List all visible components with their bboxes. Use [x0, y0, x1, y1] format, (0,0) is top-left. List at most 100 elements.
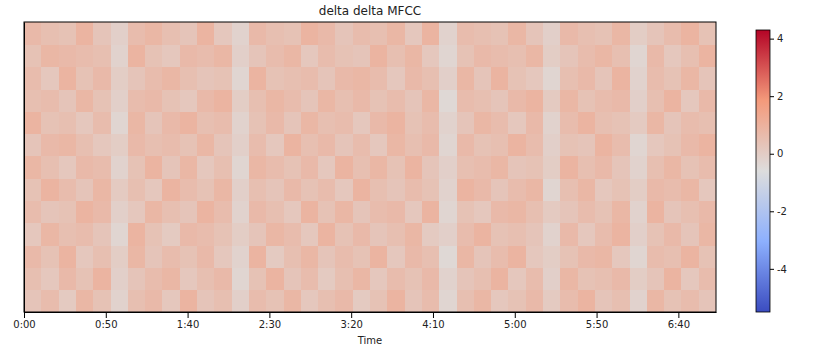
cell	[249, 67, 267, 90]
cell	[59, 178, 77, 201]
cell	[405, 223, 423, 246]
cell	[560, 156, 578, 179]
cell	[405, 267, 423, 290]
cell	[301, 111, 319, 134]
cell	[335, 267, 353, 290]
cell	[491, 156, 509, 179]
cell	[214, 111, 232, 134]
cell	[335, 223, 353, 246]
cell	[560, 67, 578, 90]
colorbar-tick-mark	[770, 269, 774, 270]
cell	[543, 22, 561, 45]
cell	[405, 245, 423, 268]
cell	[457, 67, 475, 90]
cell	[474, 134, 492, 157]
x-tick-label: 0:00	[13, 319, 35, 330]
cell	[526, 22, 544, 45]
cell	[543, 44, 561, 67]
cell	[508, 44, 526, 67]
cell	[197, 200, 215, 223]
cell	[370, 89, 388, 112]
cell	[664, 44, 682, 67]
cell	[526, 111, 544, 134]
x-tick: 2:30	[259, 312, 281, 330]
cell	[595, 200, 613, 223]
cell	[41, 111, 59, 134]
cell	[197, 111, 215, 134]
cell	[526, 156, 544, 179]
cell	[543, 67, 561, 90]
cell	[180, 245, 198, 268]
cell	[266, 245, 284, 268]
cell	[197, 156, 215, 179]
cell	[93, 22, 111, 45]
cell	[24, 111, 42, 134]
cell	[491, 290, 509, 312]
title: delta delta MFCC	[319, 4, 421, 18]
cell	[664, 156, 682, 179]
cell	[284, 200, 302, 223]
cell	[284, 245, 302, 268]
cell	[508, 156, 526, 179]
cell	[560, 245, 578, 268]
colorbar-tick: -4	[770, 264, 787, 275]
cell	[111, 267, 129, 290]
cell	[630, 89, 648, 112]
cell	[128, 134, 146, 157]
cell	[681, 22, 699, 45]
cell	[76, 200, 94, 223]
cell	[318, 44, 336, 67]
cell	[145, 22, 163, 45]
x-tick-mark	[678, 312, 679, 318]
cell	[214, 67, 232, 90]
cell	[24, 22, 42, 45]
cell	[491, 44, 509, 67]
cell	[439, 44, 457, 67]
cell	[353, 178, 371, 201]
cell	[335, 200, 353, 223]
cell	[232, 178, 250, 201]
cell	[24, 290, 42, 312]
cell	[699, 156, 716, 179]
cell	[214, 89, 232, 112]
cell	[422, 44, 440, 67]
cell	[405, 200, 423, 223]
cell	[578, 245, 596, 268]
cell	[111, 245, 129, 268]
cell	[526, 200, 544, 223]
cell	[664, 178, 682, 201]
cell	[630, 178, 648, 201]
cell	[353, 267, 371, 290]
cell	[59, 67, 77, 90]
cell	[370, 200, 388, 223]
cell	[526, 290, 544, 312]
cell	[41, 223, 59, 246]
cell	[578, 223, 596, 246]
cell	[266, 223, 284, 246]
cell	[145, 44, 163, 67]
cell	[526, 245, 544, 268]
cell	[41, 44, 59, 67]
cell	[128, 67, 146, 90]
cell	[318, 89, 336, 112]
cell	[197, 22, 215, 45]
cell	[647, 267, 665, 290]
cell	[335, 67, 353, 90]
cell	[595, 134, 613, 157]
cell	[595, 245, 613, 268]
cell	[76, 89, 94, 112]
cell	[145, 134, 163, 157]
cell	[266, 200, 284, 223]
cell	[266, 178, 284, 201]
cell	[353, 223, 371, 246]
cell	[422, 67, 440, 90]
cell	[664, 223, 682, 246]
cell	[111, 111, 129, 134]
cell	[76, 178, 94, 201]
cell	[491, 245, 509, 268]
cell	[249, 22, 267, 45]
cell	[162, 111, 180, 134]
cell	[595, 290, 613, 312]
cell	[664, 67, 682, 90]
cell	[41, 89, 59, 112]
